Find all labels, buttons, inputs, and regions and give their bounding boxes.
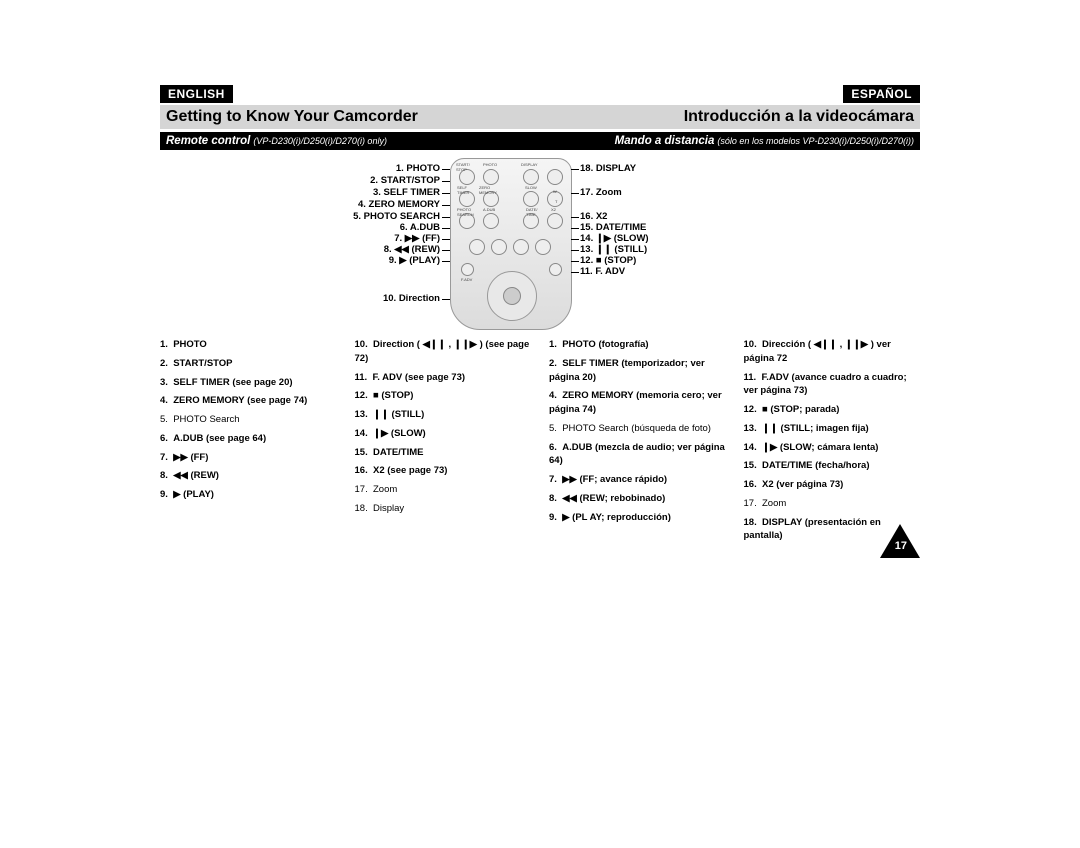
subsection-left: Remote control (VP-D230(i)/D250(i)/D270(…	[166, 135, 387, 147]
callout-left-7: 7. ▶▶ (FF)	[394, 233, 440, 244]
remote-body: START/STOP PHOTO DISPLAY SELFTIMER ZEROM…	[450, 158, 572, 330]
legend-item: 4. ZERO MEMORY (memoria cero; ver página…	[549, 389, 726, 417]
language-bar: ENGLISH ESPAÑOL	[160, 85, 920, 103]
legend-item: 16. X2 (see page 73)	[355, 464, 532, 478]
legend-item: 15. DATE/TIME (fecha/hora)	[744, 459, 921, 473]
legend-item: 11. F.ADV (avance cuadro a cuadro; ver p…	[744, 371, 921, 399]
callout-right-7: 12. ■ (STOP)	[580, 255, 636, 266]
legend-item: 17. Zoom	[355, 483, 532, 497]
subsection-bar: Remote control (VP-D230(i)/D250(i)/D270(…	[160, 132, 920, 150]
legend-item: 6. A.DUB (see page 64)	[160, 432, 337, 446]
legend-item: 13. ❙❙ (STILL)	[355, 408, 532, 422]
legend-col-4: 10. Dirección ( ◀❙❙ , ❙❙▶ ) ver página 7…	[744, 338, 921, 548]
legend-item: 4. ZERO MEMORY (see page 74)	[160, 394, 337, 408]
legend-columns: 1. PHOTO 2. START/STOP 3. SELF TIMER (see …	[160, 338, 920, 548]
legend-item: 12. ■ (STOP)	[355, 389, 532, 403]
callout-left-8: 8. ◀◀ (REW)	[384, 244, 440, 255]
callout-left-4: 4. ZERO MEMORY	[358, 199, 440, 210]
legend-item: 3. SELF TIMER (see page 20)	[160, 376, 337, 390]
section-title-right: Introducción a la videocámara	[684, 108, 914, 126]
legend-item: 1. PHOTO (fotografía)	[549, 338, 726, 352]
section-title-left: Getting to Know Your Camcorder	[166, 108, 418, 126]
callout-left-5: 5. PHOTO SEARCH	[353, 211, 440, 222]
legend-item: 2. SELF TIMER (temporizador; ver página …	[549, 357, 726, 385]
legend-item: 10. Dirección ( ◀❙❙ , ❙❙▶ ) ver página 7…	[744, 338, 921, 366]
legend-item: 12. ■ (STOP; parada)	[744, 403, 921, 417]
callout-left-10: 10. Direction	[383, 293, 440, 304]
legend-item: 1. PHOTO	[160, 338, 337, 352]
legend-item: 11. F. ADV (see page 73)	[355, 371, 532, 385]
callout-right-8: 11. F. ADV	[580, 266, 625, 277]
legend-col-1: 1. PHOTO 2. START/STOP 3. SELF TIMER (see …	[160, 338, 337, 548]
legend-item: 18. Display	[355, 502, 532, 516]
legend-item: 7. ▶▶ (FF)	[160, 451, 337, 465]
callout-left-3: 3. SELF TIMER	[373, 187, 440, 198]
legend-item: 10. Direction ( ◀❙❙ , ❙❙▶ ) (see page 72…	[355, 338, 532, 366]
legend-item: 14. ❙▶ (SLOW; cámara lenta)	[744, 441, 921, 455]
legend-col-2: 10. Direction ( ◀❙❙ , ❙❙▶ ) (see page 72…	[355, 338, 532, 548]
manual-page: ENGLISH ESPAÑOL Getting to Know Your Cam…	[160, 85, 920, 548]
legend-col-3: 1. PHOTO (fotografía) 2. SELF TIMER (temp…	[549, 338, 726, 548]
page-number: 17	[895, 540, 907, 552]
callout-right-6: 13. ❙❙ (STILL)	[580, 244, 647, 255]
lang-badge-english: ENGLISH	[160, 85, 233, 103]
callout-right-2: 17. Zoom	[580, 187, 622, 198]
legend-item: 7. ▶▶ (FF; avance rápido)	[549, 473, 726, 487]
legend-item: 5. PHOTO Search	[160, 413, 337, 427]
callout-right-4: 15. DATE/TIME	[580, 222, 646, 233]
callout-left-2: 2. START/STOP	[370, 175, 440, 186]
legend-item: 13. ❙❙ (STILL; imagen fija)	[744, 422, 921, 436]
legend-item: 14. ❙▶ (SLOW)	[355, 427, 532, 441]
callout-left-1: 1. PHOTO	[396, 163, 440, 174]
legend-item: 9. ▶ (PLAY)	[160, 488, 337, 502]
legend-item: 15. DATE/TIME	[355, 446, 532, 460]
subsection-right: Mando a distancia (sólo en los modelos V…	[615, 135, 914, 147]
legend-item: 2. START/STOP	[160, 357, 337, 371]
legend-item: 8. ◀◀ (REW)	[160, 469, 337, 483]
legend-item: 16. X2 (ver página 73)	[744, 478, 921, 492]
callout-right-5: 14. ❙▶ (SLOW)	[580, 233, 649, 244]
callout-right-3: 16. X2	[580, 211, 607, 222]
callout-left-9: 9. ▶ (PLAY)	[389, 255, 440, 266]
callout-right-1: 18. DISPLAY	[580, 163, 636, 174]
callout-left-6: 6. A.DUB	[400, 222, 440, 233]
legend-item: 6. A.DUB (mezcla de audio; ver página 64…	[549, 441, 726, 469]
legend-item: 9. ▶ (PL AY; reproducción)	[549, 511, 726, 525]
lang-badge-espanol: ESPAÑOL	[843, 85, 920, 103]
legend-item: 8. ◀◀ (REW; rebobinado)	[549, 492, 726, 506]
legend-item: 17. Zoom	[744, 497, 921, 511]
remote-diagram: START/STOP PHOTO DISPLAY SELFTIMER ZEROM…	[160, 158, 920, 328]
legend-item: 5. PHOTO Search (búsqueda de foto)	[549, 422, 726, 436]
section-title-bar: Getting to Know Your Camcorder Introducc…	[160, 105, 920, 129]
